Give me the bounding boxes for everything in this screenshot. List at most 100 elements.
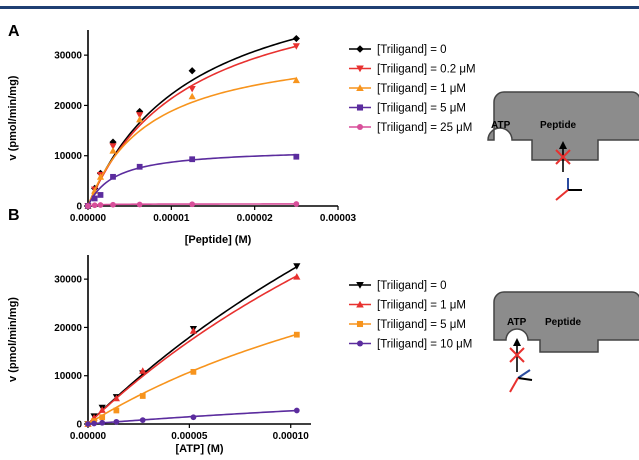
fit-curve (87, 333, 298, 425)
blocked-arrow (555, 141, 571, 172)
data-point (112, 394, 120, 402)
schematic-atp-site-blocked: ATP Peptide (493, 291, 639, 393)
data-point (136, 163, 143, 170)
data-point (139, 417, 146, 424)
y-tick-label: 30000 (54, 275, 82, 286)
data-point (293, 153, 300, 160)
enzyme-shape (493, 291, 639, 353)
data-point (189, 201, 196, 208)
y-tick-label: 0 (76, 420, 82, 431)
data-point (139, 367, 147, 374)
data-point (292, 76, 300, 84)
legend-entry: [Triligand] = 0 (377, 44, 447, 56)
x-axis-label: [Peptide] (M) (185, 234, 252, 246)
legend-entry: [Triligand] = 5 μM (377, 319, 466, 331)
data-point (85, 203, 91, 209)
x-tick-label: 0.00001 (153, 213, 190, 224)
legend-entry: [Triligand] = 10 μM (377, 339, 472, 351)
data-point (91, 202, 98, 209)
fit-curve (87, 266, 298, 425)
data-point (91, 420, 97, 427)
y-tick-label: 20000 (54, 101, 82, 112)
data-point (85, 421, 91, 427)
x-tick-label: 0.00010 (273, 431, 310, 442)
legend-entry: [Triligand] = 0 (377, 280, 447, 292)
x-tick-label: 0.00000 (70, 431, 107, 442)
data-point (96, 173, 105, 180)
legend-marker (356, 320, 364, 328)
y-tick-label: 10000 (54, 151, 82, 162)
legend-marker (356, 45, 364, 53)
panel-b-chart: B 0 10000 20000 30000 0.00000 0.00005 0.00010 [… (7, 207, 472, 455)
data-point (188, 67, 196, 75)
data-point (136, 115, 144, 123)
data-point (293, 331, 300, 338)
data-point (113, 418, 120, 425)
data-point (110, 201, 116, 208)
x-axis-label: [ATP] (M) (175, 443, 223, 455)
data-point (99, 414, 106, 421)
data-point (188, 85, 196, 93)
panel-a-label: A (8, 23, 20, 40)
x-tick-label: 0.00003 (320, 213, 357, 224)
data-point (188, 92, 196, 100)
data-point (292, 34, 300, 43)
y-axis-label: v (pmol/min/mg) (7, 297, 19, 382)
schematic-atp-label: ATP (507, 317, 527, 328)
data-point (109, 143, 117, 150)
x-tick-label: 0.00002 (237, 213, 274, 224)
legend-entry: [Triligand] = 5 μM (377, 103, 466, 115)
data-point (189, 327, 198, 334)
legend-entry: [Triligand] = 0.2 μM (377, 64, 476, 76)
data-point (292, 43, 300, 50)
data-point (99, 419, 106, 426)
data-point (189, 156, 196, 163)
triligand-icon (509, 369, 533, 393)
enzyme-shape (487, 91, 639, 161)
y-axis-label: v (pmol/min/mg) (7, 75, 19, 160)
panel-b-label: B (8, 207, 20, 224)
fit-curve (87, 275, 298, 425)
blocked-arrow (509, 338, 525, 372)
schematic-atp-label: ATP (491, 120, 511, 131)
data-point (109, 147, 117, 154)
data-point (97, 202, 104, 208)
data-point (91, 195, 98, 202)
data-point (190, 368, 197, 375)
data-point (136, 201, 143, 208)
data-point (98, 406, 106, 413)
data-point (190, 414, 197, 421)
data-point (293, 273, 301, 280)
legend-marker (356, 300, 364, 308)
y-tick-label: 20000 (54, 323, 82, 334)
triligand-icon (555, 178, 582, 201)
data-point (293, 201, 300, 207)
schematic-peptide-label: Peptide (540, 120, 577, 131)
y-tick-label: 30000 (54, 51, 82, 62)
fit-curve (87, 153, 297, 207)
legend-marker (356, 281, 364, 289)
schematic-peptide-label: Peptide (545, 317, 582, 328)
data-point (136, 112, 144, 119)
legend-entry: [Triligand] = 1 μM (377, 300, 466, 312)
x-tick-label: 0.00000 (70, 213, 107, 224)
data-point (97, 192, 104, 198)
top-rule (0, 6, 639, 9)
legend-entry: [Triligand] = 25 μM (377, 122, 472, 134)
data-point (139, 393, 146, 399)
fit-curve (87, 77, 297, 207)
x-tick-label: 0.00005 (171, 431, 208, 442)
y-tick-label: 0 (76, 202, 82, 213)
legend-marker (356, 65, 364, 73)
data-point (293, 263, 301, 270)
y-tick-label: 10000 (54, 371, 82, 382)
fit-curve (87, 37, 297, 207)
data-point (113, 407, 120, 414)
legend-marker (356, 84, 364, 92)
legend-marker (356, 104, 364, 111)
legend-entry: [Triligand] = 1 μM (377, 83, 466, 95)
data-point (293, 407, 300, 414)
fit-curve (87, 45, 297, 207)
legend-marker (356, 123, 364, 131)
